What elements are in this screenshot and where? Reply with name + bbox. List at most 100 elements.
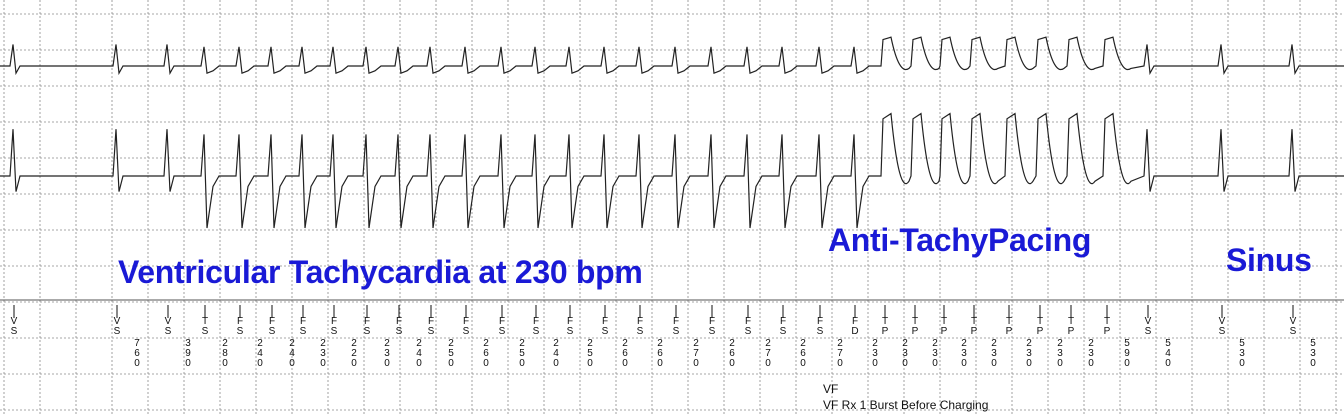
ecg-waveform bbox=[0, 112, 1344, 229]
marker-event: T P 2 3 0 bbox=[941, 305, 967, 369]
marker-event: F S 2 4 0 bbox=[396, 305, 422, 369]
marker-event: V S 5 3 0 bbox=[1290, 305, 1316, 369]
marker-event: T P 2 3 0 bbox=[882, 305, 908, 369]
marker-event: T P 5 9 0 bbox=[1104, 305, 1130, 369]
marker-event: F S 2 5 0 bbox=[428, 305, 454, 369]
marker-event: F S 2 5 0 bbox=[499, 305, 525, 369]
marker-event: V S 5 4 0 bbox=[1145, 305, 1171, 369]
marker-channel: V SV S7 6 0V S3 9 0T S2 8 0F S2 4 0F S2 4 0F S2 3 0F S2 2 0F S2… bbox=[11, 305, 1316, 369]
rx-annotation: VF Rx 1 Burst Before Charging bbox=[823, 398, 989, 412]
marker-event: F S 2 4 0 bbox=[269, 305, 295, 369]
marker-event: F S 2 6 0 bbox=[637, 305, 663, 369]
marker-event: F S 2 7 0 bbox=[745, 305, 771, 369]
atp-label: Anti-TachyPacing bbox=[828, 222, 1092, 258]
marker-event: T P 2 3 0 bbox=[1006, 305, 1032, 369]
marker-event: F S 2 4 0 bbox=[237, 305, 263, 369]
marker-event: F S 2 6 0 bbox=[463, 305, 489, 369]
marker-event: F S 2 4 0 bbox=[533, 305, 559, 369]
marker-event: T P 2 3 0 bbox=[1037, 305, 1063, 369]
marker-event: F S 2 3 0 bbox=[300, 305, 326, 369]
marker-event: F S 2 5 0 bbox=[567, 305, 593, 369]
ecg-waveform bbox=[0, 36, 1344, 76]
marker-event: F S 2 7 0 bbox=[673, 305, 699, 369]
marker-event: F S 2 3 0 bbox=[364, 305, 390, 369]
marker-event: T S 2 8 0 bbox=[202, 305, 228, 369]
marker-event: F D 2 3 0 bbox=[851, 305, 878, 369]
ecg-lead-2-trace bbox=[0, 112, 1344, 229]
vt-label: Ventricular Tachycardia at 230 bpm bbox=[118, 254, 643, 290]
marker-event: V S 7 6 0 bbox=[114, 305, 140, 369]
marker-event: F S 2 7 0 bbox=[817, 305, 843, 369]
marker-event: F S 2 6 0 bbox=[780, 305, 806, 369]
marker-event: F S 2 2 0 bbox=[331, 305, 357, 369]
marker-event: V S 3 9 0 bbox=[165, 305, 191, 369]
sinus-label: Sinus bbox=[1226, 242, 1312, 278]
marker-event: T P 2 3 0 bbox=[912, 305, 938, 369]
marker-event: T P 2 3 0 bbox=[1068, 305, 1094, 369]
ecg-lead-1-trace bbox=[0, 36, 1344, 76]
